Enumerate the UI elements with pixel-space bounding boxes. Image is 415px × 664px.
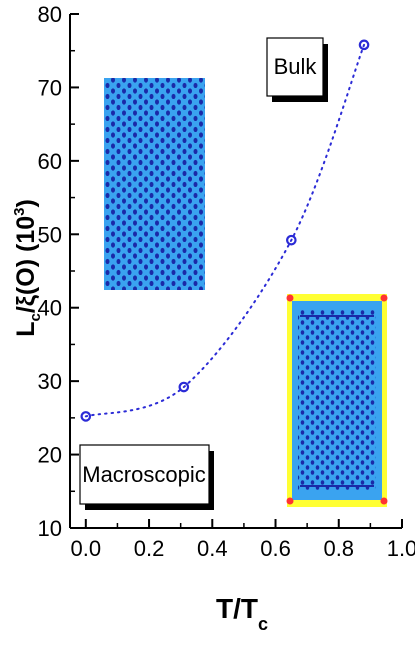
y-axis-title: Lc/ξ(O) (103): [11, 199, 44, 337]
x-tick-label: 0.8: [323, 536, 354, 561]
y-tick-label: 10: [38, 516, 62, 541]
corner-marker: [380, 497, 388, 505]
data-points: [80, 39, 370, 422]
fit-curve: [84, 43, 366, 418]
corner-marker: [286, 294, 294, 302]
y-tick-label: 30: [38, 369, 62, 394]
data-point: [286, 234, 297, 246]
corner-marker: [380, 294, 388, 302]
x-tick-label: 0.0: [71, 536, 102, 561]
x-axis-title: T/Tc: [216, 593, 268, 634]
data-point: [358, 39, 370, 51]
y-tick-label: 60: [38, 149, 62, 174]
corner-marker: [286, 497, 294, 505]
bulk-label-box: Bulk: [266, 37, 328, 102]
macroscopic-label-box: Macroscopic: [79, 444, 214, 510]
data-point: [178, 381, 190, 393]
plot-area: 10 20 30 40 50 60 70 80 0.0 0.2 0.4 0.6 0.8 1.0: [38, 2, 415, 561]
y-tick-label: 40: [38, 296, 62, 321]
y-tick-label: 20: [38, 443, 62, 468]
x-tick-label: 0.2: [134, 536, 165, 561]
x-tick-label: 0.6: [260, 536, 291, 561]
data-point: [80, 411, 92, 422]
y-tick-label: 50: [38, 222, 62, 247]
x-tick-label: 1.0: [387, 536, 415, 561]
y-tick-label: 80: [38, 2, 62, 27]
macroscopic-inset-image: [286, 294, 388, 507]
x-tick-label: 0.4: [197, 536, 228, 561]
tick-labels: 10 20 30 40 50 60 70 80 0.0 0.2 0.4 0.6 0.8 1.0: [38, 2, 415, 561]
axis-ticks: [70, 13, 403, 529]
bulk-label: Bulk: [274, 54, 318, 79]
y-tick-label: 70: [38, 75, 62, 100]
bulk-inset-image: [104, 78, 205, 290]
macroscopic-label: Macroscopic: [82, 462, 205, 487]
